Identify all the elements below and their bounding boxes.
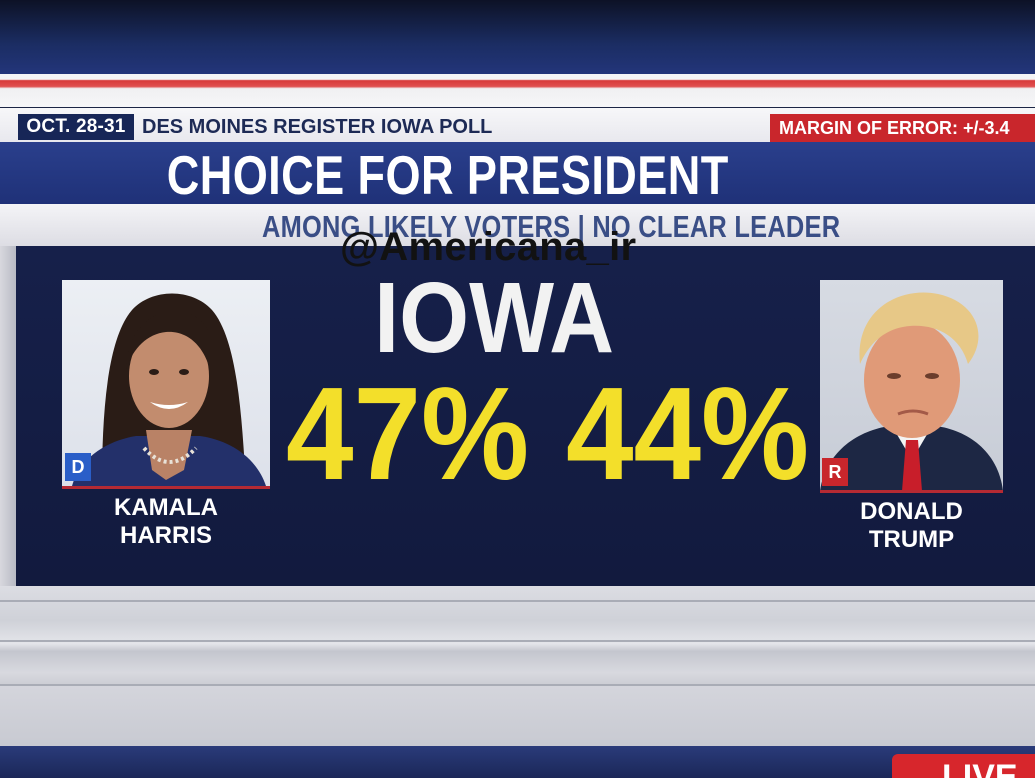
watermark-handle: @Americana_ir xyxy=(340,225,637,269)
poll-date: OCT. 28-31 xyxy=(18,114,134,140)
harris-photo xyxy=(62,280,270,486)
bottom-strip xyxy=(0,746,1035,778)
state-name: IOWA xyxy=(374,262,615,374)
subheadline-band xyxy=(0,204,1035,246)
republican-badge: R xyxy=(822,458,848,486)
trump-last-name: TRUMP xyxy=(868,526,955,553)
subheadline: AMONG LIKELY VOTERS | NO CLEAR LEADER xyxy=(262,209,841,244)
harris-portrait-icon xyxy=(72,293,266,486)
harris-percent: 47% xyxy=(286,360,530,507)
margin-of-error: MARGIN OF ERROR: +/-3.4 xyxy=(770,114,1035,142)
trump-photo xyxy=(820,280,1003,491)
tv-top-background xyxy=(0,0,1035,74)
headline: CHOICE FOR PRESIDENT xyxy=(166,144,729,206)
panel-frame xyxy=(0,246,16,586)
harris-last-name: HARRIS xyxy=(119,522,212,549)
studio-floor xyxy=(0,686,1035,746)
desk-line xyxy=(0,684,1035,686)
democrat-badge: D xyxy=(65,453,91,481)
headline-band xyxy=(0,142,1035,204)
harris-first-name: KAMALA xyxy=(114,494,218,521)
harris-name: KAMALA HARRIS xyxy=(62,494,270,550)
desk-line xyxy=(0,600,1035,602)
trump-percent: 44% xyxy=(566,360,810,507)
desk-line xyxy=(0,640,1035,642)
red-accent-stripe xyxy=(0,74,1035,107)
trump-name: DONALD TRUMP xyxy=(820,498,1003,554)
trump-first-name: DONALD xyxy=(860,498,963,525)
poll-source: DES MOINES REGISTER IOWA POLL xyxy=(142,116,493,138)
trump-portrait-icon xyxy=(820,292,1003,491)
live-tag: LIVE xyxy=(892,754,1035,778)
harris-underline xyxy=(62,486,270,489)
trump-underline xyxy=(820,490,1003,493)
